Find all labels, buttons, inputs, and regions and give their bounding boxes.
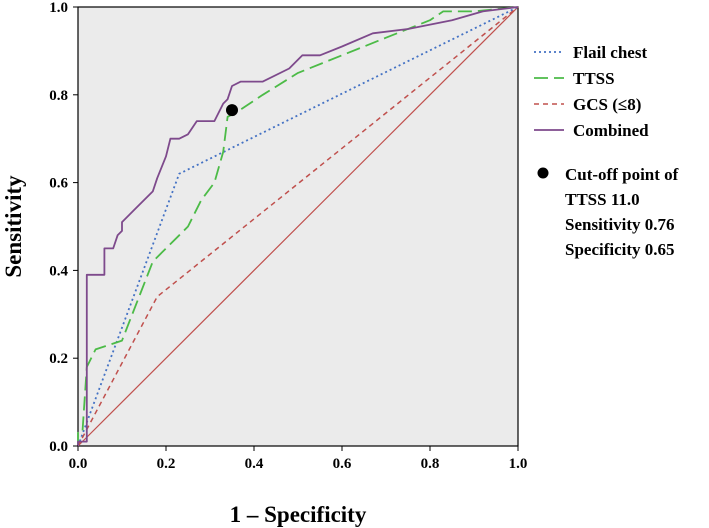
x-tick-label: 0.8 (421, 456, 440, 472)
y-axis-ticks: 0.0 0.2 0.4 0.6 0.8 1.0 (49, 0, 78, 455)
annotation-line: Sensitivity 0.76 (565, 215, 675, 234)
y-tick-label: 0.6 (49, 176, 68, 192)
y-tick-label: 0.2 (49, 351, 68, 367)
legend-label: Flail chest (573, 43, 647, 62)
cutoff-point (226, 104, 238, 117)
y-tick-label: 0.0 (49, 439, 68, 455)
series-line-combined (77, 6, 519, 446)
annotation-line: Specificity 0.65 (565, 240, 675, 259)
reference-line-group (77, 6, 519, 447)
x-axis-ticks: 0.0 0.2 0.4 0.6 0.8 1.0 (69, 446, 528, 472)
cutoff-group (226, 104, 238, 117)
reference-diagonal (77, 6, 519, 447)
y-axis-title: Sensitivity (1, 175, 26, 278)
annotation-line: Cut-off point of (565, 165, 679, 184)
series-group (77, 6, 519, 447)
legend: Flail chest TTSS GCS (≤8) Combined (534, 43, 649, 140)
x-tick-label: 0.6 (333, 456, 352, 472)
legend-label: Combined (573, 121, 649, 140)
cutoff-annotation: Cut-off point of TTSS 11.0 Sensitivity 0… (537, 165, 679, 259)
x-tick-label: 0.0 (69, 456, 88, 472)
legend-label: GCS (≤8) (573, 95, 641, 114)
y-tick-label: 1.0 (49, 0, 68, 16)
series-line-flail-chest (77, 6, 519, 447)
y-tick-label: 0.4 (49, 263, 68, 279)
x-tick-label: 0.4 (245, 456, 264, 472)
series-line-gcs-8 (77, 6, 519, 447)
x-tick-label: 0.2 (157, 456, 176, 472)
legend-label: TTSS (573, 69, 615, 88)
cutoff-legend-marker (537, 167, 549, 179)
annotation-line: TTSS 11.0 (565, 190, 640, 209)
x-axis-title: 1 – Specificity (230, 502, 367, 527)
x-tick-label: 1.0 (509, 456, 528, 472)
y-tick-label: 0.8 (49, 88, 68, 104)
